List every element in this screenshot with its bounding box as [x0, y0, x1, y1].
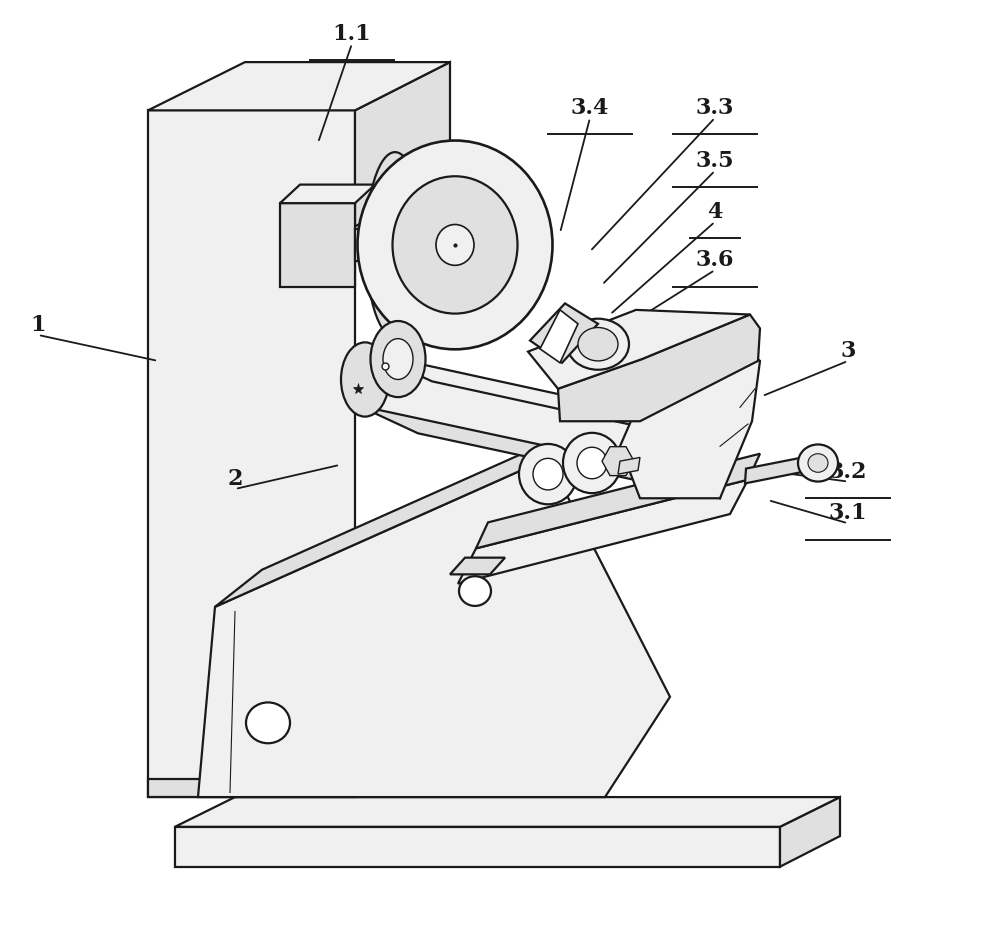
- Polygon shape: [372, 354, 730, 447]
- Circle shape: [246, 703, 290, 743]
- Ellipse shape: [392, 177, 518, 314]
- Text: 1.1: 1.1: [333, 22, 371, 44]
- Polygon shape: [780, 797, 840, 867]
- Polygon shape: [280, 185, 375, 204]
- Ellipse shape: [436, 225, 474, 266]
- Polygon shape: [602, 447, 634, 476]
- Text: 4: 4: [707, 200, 723, 222]
- Polygon shape: [355, 63, 450, 227]
- Ellipse shape: [577, 448, 607, 479]
- Polygon shape: [476, 454, 760, 549]
- Ellipse shape: [383, 339, 413, 380]
- Polygon shape: [148, 779, 235, 797]
- Text: 3: 3: [840, 339, 856, 362]
- Circle shape: [798, 445, 838, 482]
- Circle shape: [459, 577, 491, 606]
- Polygon shape: [620, 334, 760, 499]
- Ellipse shape: [519, 445, 577, 504]
- Ellipse shape: [358, 141, 552, 350]
- Ellipse shape: [366, 153, 424, 338]
- Polygon shape: [450, 558, 505, 575]
- Ellipse shape: [370, 322, 426, 398]
- Text: 3.4: 3.4: [571, 96, 609, 119]
- Polygon shape: [175, 797, 840, 827]
- Ellipse shape: [578, 328, 618, 362]
- Polygon shape: [198, 459, 670, 797]
- Ellipse shape: [341, 343, 389, 417]
- Polygon shape: [358, 406, 720, 499]
- Polygon shape: [355, 230, 395, 261]
- Polygon shape: [358, 354, 730, 499]
- Polygon shape: [618, 458, 640, 475]
- Polygon shape: [280, 204, 355, 287]
- Polygon shape: [148, 111, 355, 797]
- Polygon shape: [558, 315, 760, 422]
- Polygon shape: [175, 827, 780, 867]
- Text: 3.1: 3.1: [829, 502, 867, 524]
- Text: 1: 1: [30, 313, 46, 336]
- Polygon shape: [745, 456, 812, 484]
- Polygon shape: [528, 311, 750, 389]
- Ellipse shape: [533, 459, 563, 490]
- Polygon shape: [215, 422, 595, 607]
- Ellipse shape: [567, 319, 629, 370]
- Text: 3.6: 3.6: [696, 248, 734, 271]
- Text: 2: 2: [227, 467, 243, 489]
- Text: 3.3: 3.3: [696, 96, 734, 119]
- Polygon shape: [148, 63, 450, 111]
- Circle shape: [808, 454, 828, 473]
- Ellipse shape: [563, 433, 621, 493]
- Polygon shape: [458, 480, 748, 584]
- Text: 3.5: 3.5: [696, 149, 734, 171]
- Polygon shape: [540, 311, 578, 363]
- Text: 3.2: 3.2: [829, 460, 867, 482]
- Polygon shape: [530, 304, 598, 363]
